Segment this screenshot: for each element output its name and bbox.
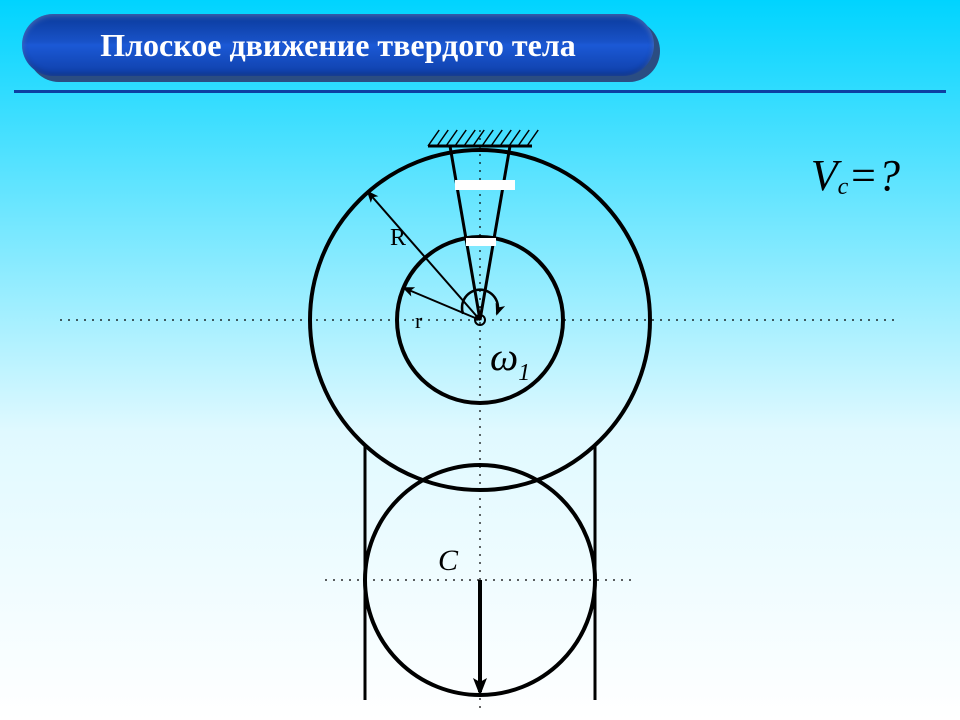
hatch-line bbox=[464, 130, 475, 146]
omega-label: ω1 bbox=[490, 334, 530, 386]
hatch-line bbox=[473, 130, 484, 146]
hatch-line bbox=[527, 130, 538, 146]
rotation-arrow bbox=[462, 290, 498, 314]
hatch-line bbox=[428, 130, 439, 146]
hatch-line bbox=[509, 130, 520, 146]
diagram-svg: Rr ω1 C bbox=[0, 0, 960, 720]
support-wedge bbox=[450, 146, 510, 320]
C-label: C bbox=[438, 544, 459, 577]
hatch-line bbox=[518, 130, 529, 146]
hatch-line bbox=[437, 130, 448, 146]
hatch-line bbox=[455, 130, 466, 146]
hatch-line bbox=[491, 130, 502, 146]
white-bar-1 bbox=[466, 238, 496, 246]
white-bar-0 bbox=[455, 180, 515, 190]
hatch-line bbox=[446, 130, 457, 146]
label-text: R bbox=[390, 225, 406, 251]
slide: Плоское движение твердого тела Vc=? Rrω1… bbox=[0, 0, 960, 720]
label-text: r bbox=[415, 308, 423, 333]
hatch-line bbox=[500, 130, 511, 146]
hatch-line bbox=[482, 130, 493, 146]
